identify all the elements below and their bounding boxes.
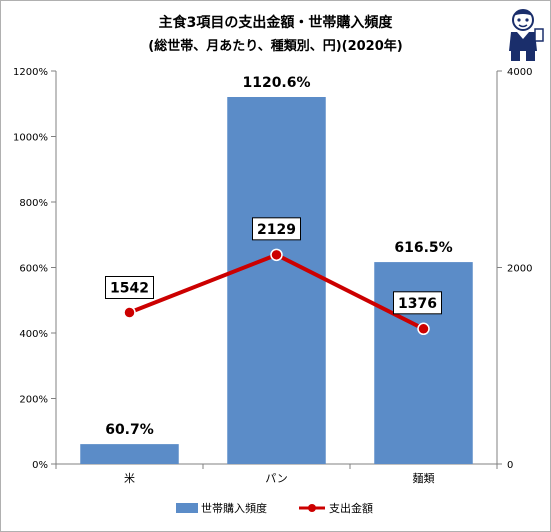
bar <box>227 97 326 464</box>
chart-subtitle: (総世帯、月あたり、種類別、円)(2020年) <box>148 39 403 54</box>
legend-label-line: 支出金額 <box>329 501 373 515</box>
left-tick-label: 200% <box>19 395 48 406</box>
left-tick-label: 1000% <box>13 133 48 144</box>
bar <box>80 444 179 464</box>
line-data-label: 1376 <box>398 296 437 312</box>
x-tick-label: 米 <box>124 472 135 485</box>
line-label-box <box>105 275 154 299</box>
bar-data-label: 1120.6% <box>242 75 310 91</box>
bar-data-label: 616.5% <box>394 240 452 256</box>
line-data-label: 2129 <box>257 222 296 238</box>
mascot-logo-icon <box>509 9 544 61</box>
left-tick-label: 400% <box>19 329 48 340</box>
right-tick-label: 0 <box>507 460 513 471</box>
left-tick-label: 1200% <box>13 67 48 78</box>
x-tick-label: 麺類 <box>413 472 435 485</box>
bar-data-label: 60.7% <box>105 422 154 438</box>
left-tick-label: 600% <box>19 264 48 275</box>
chart-title: 主食3項目の支出金額・世帯購入頻度 <box>158 15 393 31</box>
left-tick-label: 800% <box>19 198 48 209</box>
left-tick-label: 0% <box>32 460 48 471</box>
line-point <box>417 322 430 336</box>
right-tick-label: 4000 <box>507 67 532 78</box>
line-label-box <box>252 217 301 241</box>
legend-swatch-bar <box>176 503 198 513</box>
right-tick-label: 2000 <box>507 264 532 275</box>
legend-label-bar: 世帯購入頻度 <box>201 501 267 515</box>
line-point <box>123 306 136 319</box>
line-data-label: 1542 <box>110 280 149 296</box>
legend-swatch-marker <box>308 504 316 512</box>
line-point <box>270 248 283 262</box>
line-label-box <box>393 291 442 315</box>
x-tick-label: パン <box>265 472 288 485</box>
